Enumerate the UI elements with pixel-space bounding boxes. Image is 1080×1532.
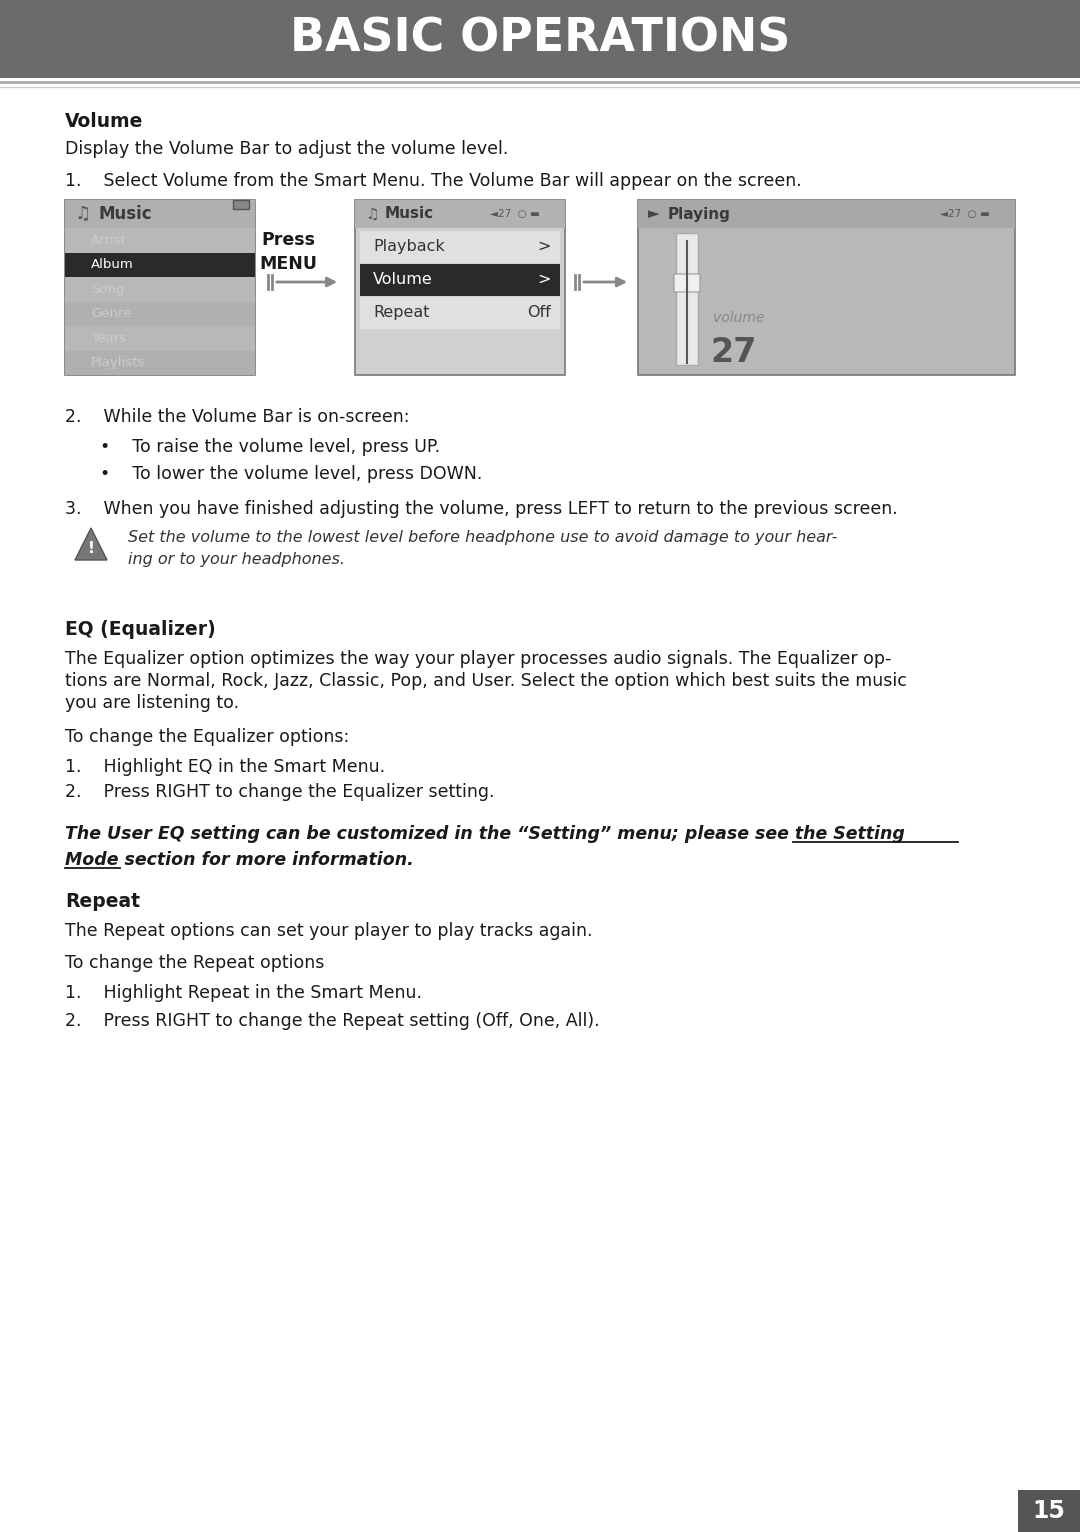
Text: ♫: ♫ <box>75 205 91 224</box>
Text: The Repeat options can set your player to play tracks again.: The Repeat options can set your player t… <box>65 922 593 941</box>
Text: •    To raise the volume level, press UP.: • To raise the volume level, press UP. <box>100 438 441 457</box>
FancyBboxPatch shape <box>638 201 1015 228</box>
Text: •    To lower the volume level, press DOWN.: • To lower the volume level, press DOWN. <box>100 466 483 483</box>
Text: !: ! <box>87 541 94 556</box>
Text: >: > <box>538 273 551 286</box>
Text: To change the Equalizer options:: To change the Equalizer options: <box>65 728 349 746</box>
Text: Playback: Playback <box>373 239 445 254</box>
Text: Repeat: Repeat <box>65 892 140 912</box>
Polygon shape <box>75 529 107 561</box>
FancyBboxPatch shape <box>360 231 561 264</box>
Text: ing or to your headphones.: ing or to your headphones. <box>129 552 345 567</box>
Text: Music: Music <box>384 207 434 222</box>
Text: Volume: Volume <box>373 273 433 286</box>
FancyBboxPatch shape <box>355 201 565 228</box>
Text: Off: Off <box>527 305 551 320</box>
Text: 3.    When you have finished adjusting the volume, press LEFT to return to the p: 3. When you have finished adjusting the … <box>65 499 897 518</box>
FancyBboxPatch shape <box>65 253 255 277</box>
Text: ◄27  ○ ▬: ◄27 ○ ▬ <box>490 208 540 219</box>
Text: The Equalizer option optimizes the way your player processes audio signals. The : The Equalizer option optimizes the way y… <box>65 650 891 668</box>
Text: 1.    Highlight Repeat in the Smart Menu.: 1. Highlight Repeat in the Smart Menu. <box>65 984 422 1002</box>
Text: 2.    Press RIGHT to change the Equalizer setting.: 2. Press RIGHT to change the Equalizer s… <box>65 783 495 801</box>
FancyBboxPatch shape <box>676 233 698 365</box>
Text: Album: Album <box>91 259 134 271</box>
FancyBboxPatch shape <box>65 302 255 326</box>
Text: ◄27  ○ ▬: ◄27 ○ ▬ <box>940 208 989 219</box>
Text: Playing: Playing <box>669 207 731 222</box>
Text: Display the Volume Bar to adjust the volume level.: Display the Volume Bar to adjust the vol… <box>65 139 509 158</box>
Text: Volume: Volume <box>65 112 144 132</box>
Text: volume: volume <box>713 311 765 325</box>
FancyBboxPatch shape <box>674 274 700 293</box>
Text: 27: 27 <box>710 336 756 369</box>
Text: Music: Music <box>98 205 151 224</box>
FancyBboxPatch shape <box>65 326 255 351</box>
Text: Repeat: Repeat <box>373 305 430 320</box>
Text: tions are Normal, Rock, Jazz, Classic, Pop, and User. Select the option which be: tions are Normal, Rock, Jazz, Classic, P… <box>65 673 907 689</box>
FancyBboxPatch shape <box>0 0 1080 78</box>
FancyBboxPatch shape <box>65 201 255 375</box>
Text: EQ (Equalizer): EQ (Equalizer) <box>65 620 216 639</box>
FancyBboxPatch shape <box>65 351 255 375</box>
FancyBboxPatch shape <box>360 264 561 296</box>
FancyBboxPatch shape <box>65 228 255 253</box>
Text: ♫: ♫ <box>365 207 379 222</box>
Text: Years: Years <box>91 332 126 345</box>
Text: The User EQ setting can be customized in the “Setting” menu; please see the Sett: The User EQ setting can be customized in… <box>65 826 905 843</box>
Text: Mode section for more information.: Mode section for more information. <box>65 850 414 869</box>
Text: 15: 15 <box>1032 1498 1066 1523</box>
FancyBboxPatch shape <box>355 201 565 375</box>
Text: ►: ► <box>648 207 660 222</box>
Text: 2.    Press RIGHT to change the Repeat setting (Off, One, All).: 2. Press RIGHT to change the Repeat sett… <box>65 1013 599 1030</box>
Text: Playlists: Playlists <box>91 357 145 369</box>
Text: 1.    Highlight EQ in the Smart Menu.: 1. Highlight EQ in the Smart Menu. <box>65 758 386 777</box>
Text: To change the Repeat options: To change the Repeat options <box>65 954 324 971</box>
FancyBboxPatch shape <box>65 201 255 228</box>
Text: Song: Song <box>91 283 124 296</box>
FancyBboxPatch shape <box>65 277 255 302</box>
Text: >: > <box>538 239 551 254</box>
Text: Set the volume to the lowest level before headphone use to avoid damage to your : Set the volume to the lowest level befor… <box>129 530 837 545</box>
Text: BASIC OPERATIONS: BASIC OPERATIONS <box>289 17 791 61</box>
FancyBboxPatch shape <box>638 201 1015 375</box>
Text: 1.    Select Volume from the Smart Menu. The Volume Bar will appear on the scree: 1. Select Volume from the Smart Menu. Th… <box>65 172 801 190</box>
FancyBboxPatch shape <box>233 201 249 208</box>
Text: Artist: Artist <box>91 234 126 247</box>
Text: Press
MENU: Press MENU <box>259 231 318 273</box>
FancyBboxPatch shape <box>360 297 561 329</box>
Text: 2.    While the Volume Bar is on-screen:: 2. While the Volume Bar is on-screen: <box>65 408 409 426</box>
FancyBboxPatch shape <box>1018 1491 1080 1532</box>
Text: Genre: Genre <box>91 308 132 320</box>
Text: you are listening to.: you are listening to. <box>65 694 239 712</box>
